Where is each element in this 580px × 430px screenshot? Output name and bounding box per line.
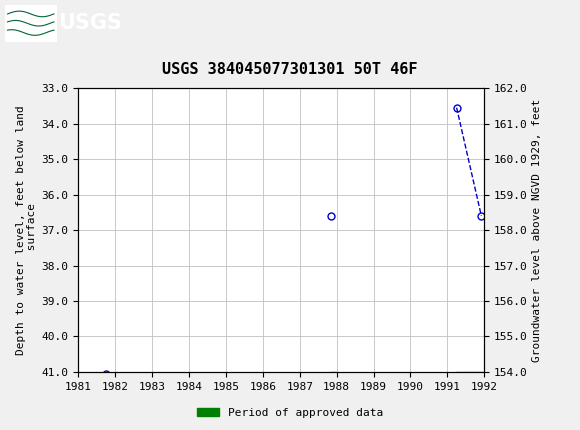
Y-axis label: Depth to water level, feet below land
 surface: Depth to water level, feet below land su… (16, 105, 38, 355)
Legend: Period of approved data: Period of approved data (193, 403, 387, 422)
Text: USGS 384045077301301 50T 46F: USGS 384045077301301 50T 46F (162, 62, 418, 77)
Text: USGS: USGS (58, 13, 122, 33)
Y-axis label: Groundwater level above NGVD 1929, feet: Groundwater level above NGVD 1929, feet (532, 98, 542, 362)
FancyBboxPatch shape (5, 5, 57, 42)
